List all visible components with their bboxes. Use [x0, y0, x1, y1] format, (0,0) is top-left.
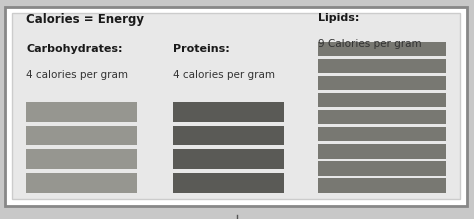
- Bar: [26, 149, 137, 169]
- Text: Lipids:: Lipids:: [318, 13, 359, 23]
- Text: Carbohydrates:: Carbohydrates:: [26, 44, 123, 54]
- Text: 4 calories per gram: 4 calories per gram: [173, 70, 275, 80]
- Bar: [318, 93, 446, 107]
- Bar: [173, 149, 284, 169]
- Bar: [12, 13, 460, 199]
- Bar: [318, 59, 446, 73]
- Text: 9 Calories per gram: 9 Calories per gram: [318, 39, 421, 49]
- Bar: [318, 76, 446, 90]
- Text: Calories = Energy: Calories = Energy: [26, 13, 144, 26]
- Text: Proteins:: Proteins:: [173, 44, 230, 54]
- Bar: [318, 144, 446, 159]
- Text: 4 calories per gram: 4 calories per gram: [26, 70, 128, 80]
- Bar: [318, 110, 446, 124]
- Bar: [26, 126, 137, 145]
- Bar: [26, 173, 137, 193]
- Bar: [173, 173, 284, 193]
- Bar: [318, 161, 446, 176]
- Bar: [26, 102, 137, 122]
- Bar: [318, 127, 446, 141]
- Bar: [318, 178, 446, 193]
- Bar: [173, 102, 284, 122]
- Bar: [318, 42, 446, 56]
- Bar: [173, 126, 284, 145]
